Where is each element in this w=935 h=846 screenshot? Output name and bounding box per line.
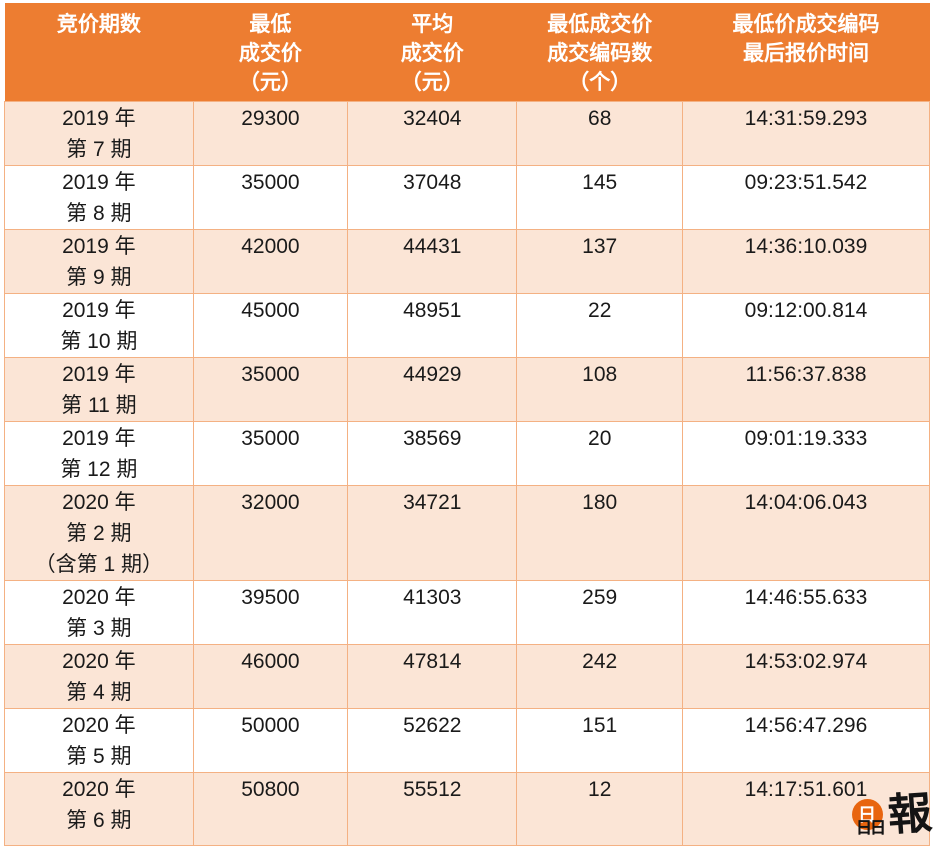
- cell-codes: 145: [516, 165, 683, 230]
- cell-last-time: 11:56:37.838: [681, 357, 931, 422]
- table-row: 2020 年 第 4 期 46000 47814 242 14:53:02.97…: [4, 644, 931, 709]
- table-row: 2020 年 第 5 期 50000 52622 151 14:56:47.29…: [4, 708, 931, 773]
- logo-bao-char: 報: [886, 787, 934, 842]
- cell-period: 2020 年 第 6 期: [4, 772, 194, 846]
- cell-avg-price: 44929: [347, 357, 518, 422]
- cell-codes: 137: [516, 229, 683, 294]
- col-header-avg-price: 平均 成交价 （元）: [347, 3, 517, 102]
- table-row: 2019 年 第 11 期 35000 44929 108 11:56:37.8…: [4, 357, 931, 422]
- auction-results-table: 竞价期数 最低 成交价 （元） 平均 成交价 （元） 最低成交价 成交编码数 （…: [4, 3, 931, 846]
- cell-avg-price: 55512: [347, 772, 518, 846]
- table-header: 竞价期数 最低 成交价 （元） 平均 成交价 （元） 最低成交价 成交编码数 （…: [4, 3, 930, 102]
- table-row: 2019 年 第 7 期 29300 32404 68 14:31:59.293: [4, 101, 931, 166]
- cell-period: 2019 年 第 11 期: [4, 357, 194, 422]
- cell-min-price: 32000: [192, 485, 349, 581]
- table-row: 2019 年 第 10 期 45000 48951 22 09:12:00.81…: [4, 293, 931, 358]
- col-header-codes: 最低成交价 成交编码数 （个）: [516, 3, 683, 102]
- cell-period: 2019 年 第 10 期: [4, 293, 194, 358]
- logo-bottom-chars: 日日: [855, 820, 886, 837]
- cell-period: 2020 年 第 2 期 （含第 1 期）: [4, 485, 194, 581]
- cell-last-time: 14:56:47.296: [681, 708, 931, 773]
- cell-min-price: 35000: [192, 357, 349, 422]
- cell-min-price: 29300: [192, 101, 349, 166]
- cell-last-time: 09:01:19.333: [681, 421, 931, 486]
- cell-period: 2020 年 第 5 期: [4, 708, 194, 773]
- cell-avg-price: 48951: [347, 293, 518, 358]
- table-row: 2019 年 第 9 期 42000 44431 137 14:36:10.03…: [4, 229, 931, 294]
- logo-sun-icon: 日: [851, 799, 883, 830]
- col-header-period: 竞价期数: [4, 3, 194, 102]
- cell-last-time: 14:17:51.601: [681, 772, 931, 846]
- cell-min-price: 39500: [192, 580, 349, 645]
- cell-codes: 180: [516, 485, 683, 581]
- table-row: 2020 年 第 6 期 50800 55512 12 14:17:51.601: [4, 772, 931, 846]
- cell-period: 2019 年 第 9 期: [4, 229, 194, 294]
- cell-period: 2019 年 第 7 期: [4, 101, 194, 166]
- cell-codes: 108: [516, 357, 683, 422]
- cell-last-time: 09:12:00.814: [681, 293, 931, 358]
- table-row: 2020 年 第 3 期 39500 41303 259 14:46:55.63…: [4, 580, 931, 645]
- cell-codes: 242: [516, 644, 683, 709]
- cell-last-time: 14:04:06.043: [681, 485, 931, 581]
- table-row: 2019 年 第 12 期 35000 38569 20 09:01:19.33…: [4, 421, 931, 486]
- cell-last-time: 14:36:10.039: [681, 229, 931, 294]
- cell-min-price: 45000: [192, 293, 349, 358]
- jingbao-logo: 日 日日 報: [850, 787, 934, 842]
- cell-avg-price: 47814: [347, 644, 518, 709]
- cell-avg-price: 37048: [347, 165, 518, 230]
- cell-avg-price: 32404: [347, 101, 518, 166]
- cell-avg-price: 41303: [347, 580, 518, 645]
- cell-codes: 20: [516, 421, 683, 486]
- cell-min-price: 46000: [192, 644, 349, 709]
- logo-jing-char: 日 日日: [850, 799, 890, 837]
- table-body: 2019 年 第 7 期 29300 32404 68 14:31:59.293…: [4, 101, 931, 846]
- col-header-last-time: 最低价成交编码 最后报价时间: [682, 3, 930, 102]
- cell-codes: 151: [516, 708, 683, 773]
- cell-last-time: 14:53:02.974: [681, 644, 931, 709]
- cell-period: 2020 年 第 4 期: [4, 644, 194, 709]
- cell-codes: 22: [516, 293, 683, 358]
- cell-min-price: 50800: [192, 772, 349, 846]
- cell-period: 2019 年 第 12 期: [4, 421, 194, 486]
- cell-codes: 68: [516, 101, 683, 166]
- cell-last-time: 14:31:59.293: [681, 101, 931, 166]
- header-row: 竞价期数 最低 成交价 （元） 平均 成交价 （元） 最低成交价 成交编码数 （…: [4, 3, 930, 102]
- cell-min-price: 50000: [192, 708, 349, 773]
- cell-min-price: 35000: [192, 421, 349, 486]
- cell-last-time: 09:23:51.542: [681, 165, 931, 230]
- cell-avg-price: 44431: [347, 229, 518, 294]
- cell-avg-price: 34721: [347, 485, 518, 581]
- cell-period: 2019 年 第 8 期: [4, 165, 194, 230]
- cell-avg-price: 38569: [347, 421, 518, 486]
- table-row: 2020 年 第 2 期 （含第 1 期） 32000 34721 180 14…: [4, 485, 931, 581]
- cell-period: 2020 年 第 3 期: [4, 580, 194, 645]
- col-header-min-price: 最低 成交价 （元）: [193, 3, 348, 102]
- cell-codes: 259: [516, 580, 683, 645]
- cell-min-price: 42000: [192, 229, 349, 294]
- table-row: 2019 年 第 8 期 35000 37048 145 09:23:51.54…: [4, 165, 931, 230]
- cell-min-price: 35000: [192, 165, 349, 230]
- cell-avg-price: 52622: [347, 708, 518, 773]
- cell-codes: 12: [516, 772, 683, 846]
- cell-last-time: 14:46:55.633: [681, 580, 931, 645]
